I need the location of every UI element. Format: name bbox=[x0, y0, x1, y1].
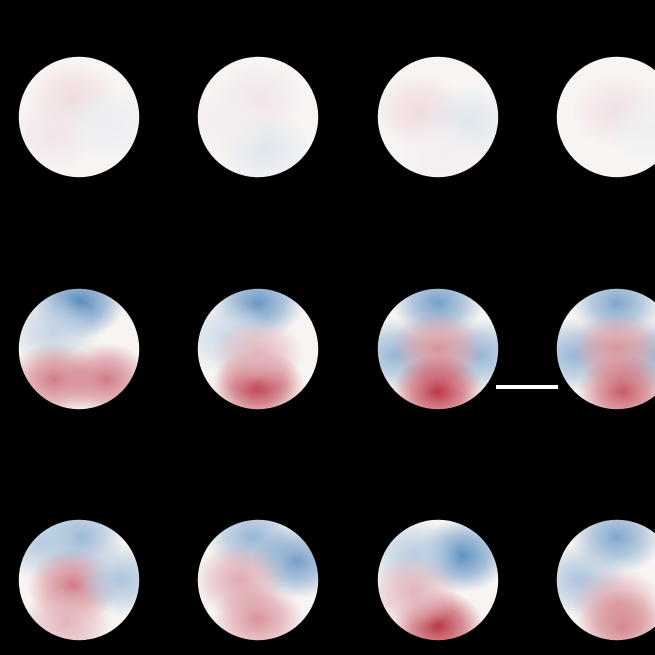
head-outline bbox=[376, 518, 500, 642]
topomap-r2-c3 bbox=[376, 287, 500, 411]
topomap-r1-c3 bbox=[376, 55, 500, 179]
head-outline bbox=[17, 287, 141, 411]
activity-blob bbox=[377, 555, 460, 629]
head-outline bbox=[196, 287, 320, 411]
head-outline bbox=[17, 518, 141, 642]
activity-blob bbox=[21, 586, 113, 641]
activity-blob bbox=[212, 318, 304, 392]
topomap-r1-c1 bbox=[17, 55, 141, 179]
topomap-r3-c2 bbox=[196, 518, 320, 642]
head-outline bbox=[555, 518, 655, 642]
topomap-r3-c4 bbox=[555, 518, 655, 642]
head-outline bbox=[376, 287, 500, 411]
topomap-r1-c4 bbox=[555, 55, 655, 179]
topomap-r3-c3 bbox=[376, 518, 500, 642]
activity-blob bbox=[197, 86, 274, 160]
activity-blob bbox=[63, 86, 140, 160]
activity-blob bbox=[577, 355, 655, 410]
head-outline bbox=[196, 55, 320, 179]
head-outline bbox=[376, 55, 500, 179]
topomap-r2-c2 bbox=[196, 287, 320, 411]
activity-blob bbox=[607, 92, 655, 166]
separator-line bbox=[496, 385, 558, 389]
head-outline bbox=[196, 518, 320, 642]
head-outline bbox=[17, 55, 141, 179]
activity-blob bbox=[392, 355, 484, 410]
topomap-r2-c4 bbox=[555, 287, 655, 411]
activity-blob bbox=[577, 589, 655, 641]
topomap-r1-c2 bbox=[196, 55, 320, 179]
head-outline bbox=[555, 55, 655, 179]
head-outline bbox=[555, 287, 655, 411]
